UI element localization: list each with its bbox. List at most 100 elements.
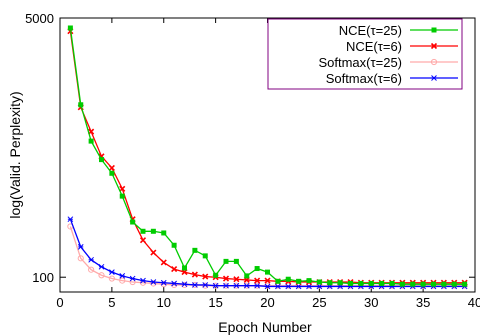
data-point [67, 25, 73, 31]
data-point [254, 266, 260, 272]
legend-label: NCE(τ=6) [346, 39, 402, 54]
x-tick-label: 0 [56, 295, 63, 310]
data-point [451, 281, 457, 287]
data-point [348, 280, 353, 286]
data-point [212, 282, 219, 289]
data-point [430, 58, 438, 66]
data-point [140, 228, 146, 234]
data-point [254, 282, 260, 289]
x-tick-label: 5 [108, 295, 115, 310]
data-point [130, 219, 136, 225]
data-point [264, 283, 271, 290]
data-point [430, 42, 438, 50]
data-point [108, 275, 115, 282]
data-point [77, 255, 84, 262]
data-point [192, 247, 198, 253]
data-point [306, 278, 312, 284]
data-point [192, 282, 198, 288]
data-point [119, 277, 126, 284]
data-point [431, 75, 437, 81]
data-point [233, 276, 240, 283]
data-point [108, 164, 115, 172]
series-layer [67, 25, 468, 290]
data-point [265, 269, 270, 275]
data-point [431, 281, 436, 287]
data-point [150, 280, 157, 287]
legend-box [267, 18, 463, 90]
data-point [171, 280, 177, 287]
legend: NCE(τ=25)NCE(τ=6)Softmax(τ=25)Softmax(τ=… [267, 18, 463, 90]
data-point [202, 253, 208, 259]
x-tick-label: 20 [260, 295, 274, 310]
data-point [150, 228, 156, 234]
data-point [78, 102, 84, 108]
y-tick-label: 100 [32, 270, 54, 285]
data-point [150, 279, 157, 285]
data-point [67, 216, 74, 223]
data-point [98, 272, 105, 279]
data-point [337, 280, 343, 286]
legend-label: Softmax(τ=6) [326, 71, 402, 86]
series-line [69, 218, 465, 288]
data-point [202, 282, 209, 288]
data-point [171, 266, 178, 273]
data-point [285, 282, 292, 289]
data-point [119, 193, 125, 199]
data-point [254, 277, 261, 284]
data-point [410, 281, 416, 287]
data-point [264, 277, 271, 284]
data-point [441, 281, 447, 287]
series-0 [67, 25, 468, 287]
data-point [431, 27, 437, 33]
data-point [109, 269, 115, 275]
data-point [379, 280, 385, 286]
x-tick-label: 30 [364, 295, 378, 310]
data-point [316, 279, 322, 285]
data-point [160, 281, 167, 288]
y-axis-label: log(Valid. Perplexity) [7, 91, 23, 218]
data-point [140, 277, 146, 284]
data-point [181, 281, 188, 288]
legend-item: Softmax(τ=25) [318, 55, 458, 70]
data-point [171, 281, 178, 289]
data-point [202, 273, 209, 280]
legend-item: NCE(τ=25) [339, 23, 458, 38]
data-point [160, 259, 167, 266]
data-point [98, 263, 105, 270]
data-point [77, 244, 84, 250]
legend-label: NCE(τ=25) [339, 23, 402, 38]
data-point [358, 280, 364, 286]
data-point [139, 237, 147, 244]
y-tick-label: 5000 [25, 11, 54, 26]
data-point [161, 230, 167, 236]
series-3 [67, 216, 468, 290]
data-point [119, 273, 126, 279]
data-point [296, 278, 302, 284]
x-axis-label: Epoch Number [218, 319, 312, 335]
data-point [182, 265, 187, 271]
data-point [244, 273, 250, 279]
data-point [88, 266, 95, 273]
data-point [191, 271, 198, 278]
series-2 [67, 223, 468, 289]
legend-item: NCE(τ=6) [346, 39, 458, 54]
data-point [233, 258, 239, 264]
data-point [109, 170, 115, 176]
data-point [285, 276, 291, 282]
data-point [243, 282, 250, 289]
data-point [129, 278, 136, 286]
data-point [275, 278, 281, 284]
data-point [223, 282, 229, 289]
x-tick-label: 10 [157, 295, 171, 310]
data-point [213, 272, 219, 278]
data-point [88, 138, 94, 144]
data-point [420, 281, 426, 287]
data-point [171, 242, 177, 248]
legend-label: Softmax(τ=25) [318, 55, 402, 70]
tick-labels: 0 5 10 15 20 25 30 35 40 100 5000 [25, 11, 480, 310]
data-point [129, 275, 136, 282]
data-point [327, 280, 333, 286]
data-point [119, 185, 126, 192]
x-tick-label: 40 [468, 295, 480, 310]
